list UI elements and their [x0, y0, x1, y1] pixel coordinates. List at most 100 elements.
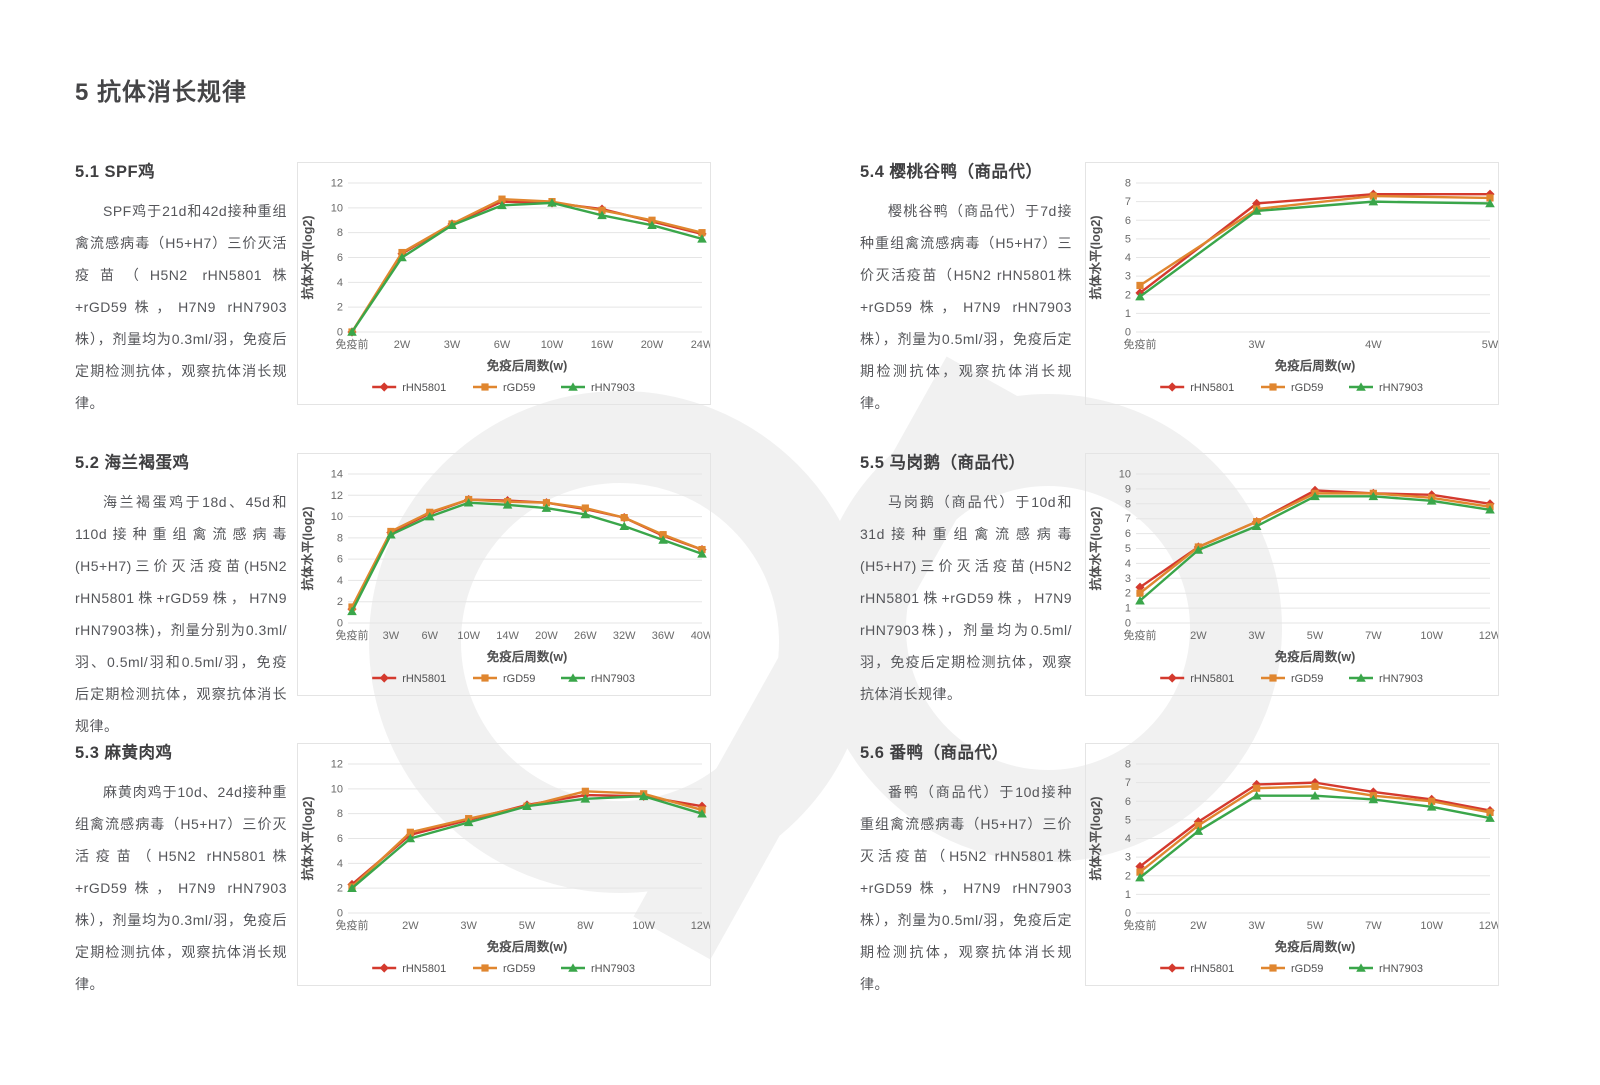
y-tick-label: 3	[1125, 271, 1131, 283]
y-tick-label: 0	[337, 327, 343, 339]
x-tick-label: 2W	[1190, 630, 1207, 642]
legend-label: rHN5801	[1190, 382, 1234, 394]
y-tick-label: 7	[1125, 777, 1131, 789]
x-tick-label: 7W	[1365, 630, 1382, 642]
section-muscovy-duck: 5.6 番鸭（商品代） 番鸭（商品代）于10d接种重组禽流感病毒（H5+H7）三…	[860, 739, 1072, 1000]
x-tick-label: 20W	[535, 630, 558, 642]
x-tick-label: 16W	[591, 339, 614, 351]
section-heading: 5.6 番鸭（商品代）	[860, 744, 1009, 762]
section-spf-chicken: 5.1 SPF鸡 SPF鸡于21d和42d接种重组禽流感病毒（H5+H7）三价灭…	[75, 158, 287, 419]
y-tick-label: 4	[337, 575, 343, 587]
y-tick-label: 8	[1125, 498, 1131, 510]
y-tick-label: 4	[337, 858, 343, 870]
x-tick-label: 3W	[460, 920, 477, 932]
chart-magang-goose: 0 1 2 3 4 5 6 7 8 9 10 免疫前 2W 3W 5W 7W 10W 12W 免疫后周数(w) 抗体水…	[1085, 453, 1499, 696]
y-tick-label: 6	[1125, 528, 1131, 540]
x-axis-label: 免疫后周数(w)	[1275, 358, 1356, 373]
legend-label: rHN5801	[402, 963, 446, 975]
x-axis-label: 免疫后周数(w)	[487, 939, 568, 954]
x-tick-label: 5W	[1307, 630, 1324, 642]
y-tick-label: 8	[1125, 178, 1131, 190]
y-tick-label: 0	[337, 908, 343, 920]
legend-label: rHN7903	[591, 382, 635, 394]
x-tick-label: 5W	[519, 920, 536, 932]
legend-label: rHN7903	[591, 963, 635, 975]
y-tick-label: 10	[331, 202, 343, 214]
y-tick-label: 0	[1125, 908, 1131, 920]
legend-label: rHN5801	[1190, 673, 1234, 685]
y-tick-label: 2	[337, 302, 343, 314]
series-line-rHN7903	[350, 501, 704, 613]
chart-cherry-valley-duck: 0 1 2 3 4 5 6 7 8 免疫前 3W 4W 5W 免疫后周数(w) 抗体水平(log2) rHN5…	[1085, 162, 1499, 405]
section-heading: 5.1 SPF鸡	[75, 163, 156, 181]
x-tick-label: 4W	[1365, 339, 1382, 351]
chart-spf-chicken: 0 2 4 6 8 10 12 免疫前 2W 3W 6W 10W 16W 20W 24W 免疫后周数(w) 抗体…	[297, 162, 711, 405]
x-tick-label: 免疫前	[1124, 337, 1157, 351]
x-axis-label: 免疫后周数(w)	[487, 358, 568, 373]
line-chart: 0 2 4 6 8 10 12 免疫前 2W 3W 5W 8W 10W 12W 免疫后周数(w) 抗体水平(l…	[300, 759, 710, 976]
y-axis-label: 抗体水平(log2)	[300, 796, 315, 880]
y-tick-label: 8	[1125, 759, 1131, 771]
x-tick-label: 10W	[1420, 920, 1443, 932]
y-axis-label: 抗体水平(log2)	[1088, 215, 1103, 299]
y-tick-label: 1	[1125, 889, 1131, 901]
series-line-rHN7903	[350, 795, 704, 890]
y-tick-label: 10	[331, 511, 343, 523]
chart-legend: rHN5801 rGD59 rHN7903	[1160, 963, 1423, 975]
series-line-rHN5801	[1138, 192, 1492, 295]
chart-muscovy-duck: 0 1 2 3 4 5 6 7 8 免疫前 2W 3W 5W 7W 10W 12W 免疫后周数(w) 抗体水平(l…	[1085, 743, 1499, 986]
x-tick-label: 10W	[457, 630, 480, 642]
y-tick-label: 6	[337, 252, 343, 264]
y-axis-label: 抗体水平(log2)	[300, 506, 315, 590]
series-line-rGD59	[350, 498, 704, 609]
section-hyline-brown-hen: 5.2 海兰褐蛋鸡 海兰褐蛋鸡于18d、45d和110d接种重组禽流感病毒(H5…	[75, 449, 287, 742]
legend-label: rGD59	[1291, 963, 1323, 975]
x-tick-label: 36W	[652, 630, 675, 642]
chart-legend: rHN5801 rGD59 rHN7903	[372, 673, 635, 685]
x-tick-label: 10W	[632, 920, 655, 932]
chart-legend: rHN5801 rGD59 rHN7903	[1160, 673, 1423, 685]
y-tick-label: 5	[1125, 233, 1131, 245]
chart-mahuang-broiler: 0 2 4 6 8 10 12 免疫前 2W 3W 5W 8W 10W 12W 免疫后周数(w) 抗体水平(l…	[297, 743, 711, 986]
y-tick-label: 6	[337, 554, 343, 566]
x-tick-label: 26W	[574, 630, 597, 642]
x-axis-label: 免疫后周数(w)	[487, 649, 568, 664]
y-tick-label: 4	[1125, 833, 1131, 845]
legend-label: rHN5801	[402, 673, 446, 685]
x-tick-label: 6W	[422, 630, 439, 642]
y-tick-label: 4	[1125, 252, 1131, 264]
legend-label: rGD59	[1291, 673, 1323, 685]
series-line-rGD59	[350, 197, 704, 334]
y-tick-label: 12	[331, 759, 343, 771]
y-tick-label: 4	[337, 277, 343, 289]
y-tick-label: 0	[1125, 327, 1131, 339]
section-heading: 5.5 马岗鹅（商品代）	[860, 454, 1026, 472]
chart-legend: rHN5801 rGD59 rHN7903	[1160, 382, 1423, 394]
x-tick-label: 2W	[394, 339, 411, 351]
y-tick-label: 5	[1125, 814, 1131, 826]
y-tick-label: 8	[337, 532, 343, 544]
section-heading: 5.3 麻黄肉鸡	[75, 744, 173, 762]
x-tick-label: 10W	[1420, 630, 1443, 642]
legend-label: rHN7903	[1379, 963, 1423, 975]
series-line-rHN5801	[350, 498, 704, 611]
x-tick-label: 14W	[496, 630, 519, 642]
series-line-rHN5801	[1138, 489, 1492, 589]
x-tick-label: 5W	[1482, 339, 1498, 351]
chart-legend: rHN5801 rGD59 rHN7903	[372, 382, 635, 394]
legend-label: rGD59	[503, 673, 535, 685]
y-tick-label: 8	[337, 808, 343, 820]
section-body: 麻黄肉鸡于10d、24d接种重组禽流感病毒（H5+H7）三价灭活疫苗（H5N2 …	[75, 784, 287, 992]
x-tick-label: 3W	[1248, 920, 1265, 932]
y-tick-label: 1	[1125, 603, 1131, 615]
y-tick-label: 7	[1125, 196, 1131, 208]
chart-hyline-brown-hen: 0 2 4 6 8 10 12 14 免疫前 3W 6W 10W 14W 20W 26W 32W 36W 40W 免…	[297, 453, 711, 696]
y-tick-label: 3	[1125, 573, 1131, 585]
series-line-rGD59	[1138, 194, 1492, 287]
x-axis-label: 免疫后周数(w)	[1275, 939, 1356, 954]
legend-label: rGD59	[503, 963, 535, 975]
line-chart: 0 1 2 3 4 5 6 7 8 免疫前 3W 4W 5W 免疫后周数(w) 抗体水平(log2) rHN5…	[1088, 178, 1498, 395]
x-tick-label: 20W	[641, 339, 664, 351]
y-tick-label: 6	[1125, 796, 1131, 808]
